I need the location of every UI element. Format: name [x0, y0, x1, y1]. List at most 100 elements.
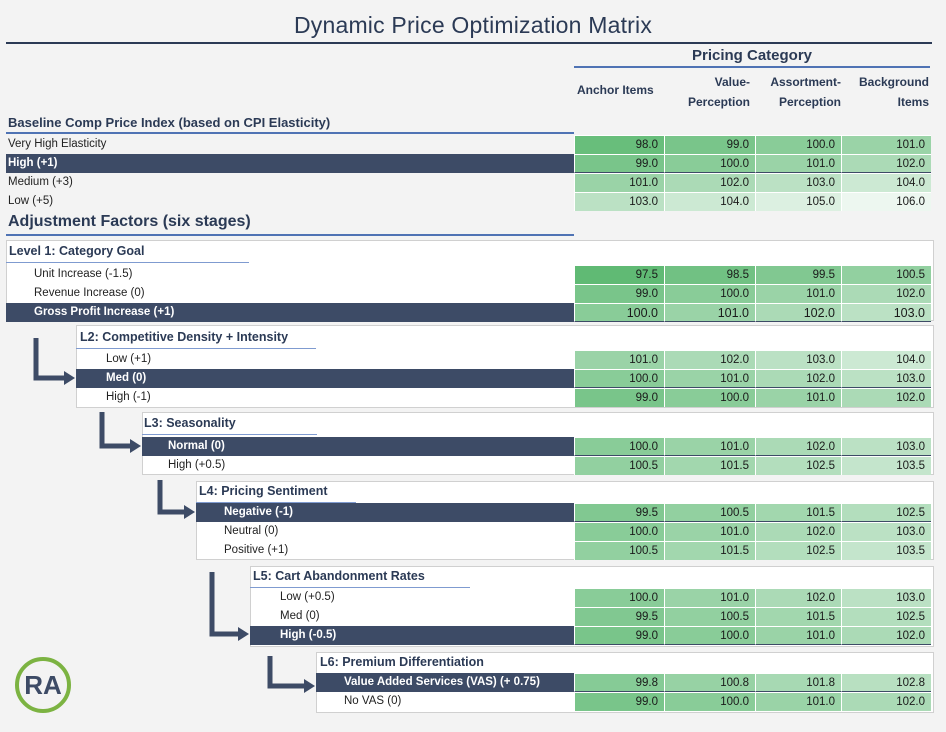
baseline-heading: Baseline Comp Price Index (based on CPI …	[8, 115, 331, 130]
row-label: Low (+5)	[8, 195, 54, 207]
value-cell: 103.0	[574, 192, 664, 211]
value-cell: 99.8	[574, 673, 664, 692]
value-cell: 101.0	[755, 284, 841, 303]
selected-row: High (+1)	[6, 154, 574, 173]
selected-row: Negative (-1)	[196, 503, 574, 522]
matrix-row: Medium (+3)	[6, 173, 574, 192]
column-header-line: Perception	[687, 95, 750, 109]
matrix-row: Unit Increase (-1.5)	[6, 265, 574, 284]
value-cell: 103.0	[755, 173, 841, 192]
value-cell: 103.5	[841, 456, 931, 475]
column-header: Background Items	[841, 72, 929, 112]
column-header-line: Background	[858, 75, 929, 89]
level-heading: L2: Competitive Density + Intensity	[80, 330, 289, 344]
row-label: Value Added Services (VAS) (+ 0.75)	[344, 676, 540, 688]
value-cell: 101.0	[841, 135, 931, 154]
value-cell: 101.0	[664, 303, 755, 322]
adjustment-heading: Adjustment Factors (six stages)	[8, 213, 251, 230]
value-cell: 101.0	[664, 588, 755, 607]
value-cell: 101.5	[664, 456, 755, 475]
level-heading: L4: Pricing Sentiment	[199, 484, 328, 498]
value-cell: 100.0	[664, 692, 755, 711]
page-title: Dynamic Price Optimization Matrix	[293, 12, 653, 38]
value-cell: 103.0	[841, 522, 931, 541]
value-cell: 101.0	[755, 626, 841, 645]
value-cell: 100.5	[841, 265, 931, 284]
row-label: No VAS (0)	[344, 695, 402, 707]
value-cell: 101.8	[755, 673, 841, 692]
value-cell: 102.5	[841, 607, 931, 626]
adjustment-rule	[6, 234, 574, 236]
value-cell: 99.5	[574, 607, 664, 626]
value-cell: 103.0	[841, 369, 931, 388]
baseline-rule	[6, 132, 574, 134]
value-cell: 103.0	[755, 350, 841, 369]
svg-text:RA: RA	[24, 670, 62, 700]
value-cell: 99.0	[664, 135, 755, 154]
row-label: Low (+1)	[106, 353, 152, 365]
value-cell: 100.5	[664, 503, 755, 522]
row-label: Low (+0.5)	[280, 591, 335, 603]
matrix-row: Revenue Increase (0)	[6, 284, 574, 303]
value-cell: 102.0	[841, 626, 931, 645]
row-label: High (-0.5)	[280, 629, 337, 641]
matrix-row: Positive (+1)	[196, 541, 574, 560]
row-label: High (+1)	[8, 157, 58, 169]
pricing-category-label: Pricing Category	[691, 47, 813, 64]
value-cell: 102.0	[755, 588, 841, 607]
value-cell: 102.8	[841, 673, 931, 692]
level-heading-rule	[76, 348, 316, 349]
value-cell: 100.0	[574, 437, 664, 456]
column-header-line: Perception	[778, 95, 841, 109]
column-header-line: Assortment-	[770, 75, 841, 89]
value-cell: 99.0	[574, 692, 664, 711]
level-heading: Level 1: Category Goal	[9, 244, 145, 258]
row-label: Very High Elasticity	[8, 138, 107, 150]
value-cell: 100.0	[664, 388, 755, 407]
value-cell: 99.5	[574, 503, 664, 522]
value-cell: 98.0	[574, 135, 664, 154]
row-label: Medium (+3)	[8, 176, 73, 188]
matrix-row: High (+0.5)	[142, 456, 574, 475]
value-cell: 104.0	[841, 173, 931, 192]
selected-row: Med (0)	[76, 369, 574, 388]
value-cell: 98.5	[664, 265, 755, 284]
column-header-line: Anchor Items	[577, 83, 654, 97]
row-label: Revenue Increase (0)	[34, 287, 145, 299]
value-cell: 104.0	[841, 350, 931, 369]
ra-logo: RA	[15, 657, 71, 713]
value-cell: 100.0	[755, 135, 841, 154]
matrix-row: Low (+0.5)	[250, 588, 574, 607]
value-cell: 101.0	[755, 154, 841, 173]
column-header: Anchor Items	[577, 80, 667, 100]
value-cell: 97.5	[574, 265, 664, 284]
matrix-row: Low (+5)	[6, 192, 574, 211]
value-cell: 102.0	[841, 388, 931, 407]
value-cell: 100.5	[574, 541, 664, 560]
matrix-row: No VAS (0)	[316, 692, 574, 711]
column-header: Value- Perception	[664, 72, 750, 112]
value-cell: 103.5	[841, 541, 931, 560]
level-heading-rule	[196, 502, 356, 503]
value-cell: 100.0	[574, 522, 664, 541]
value-cell: 102.0	[755, 369, 841, 388]
row-label: High (+0.5)	[168, 459, 226, 471]
value-cell: 102.5	[841, 503, 931, 522]
value-cell: 100.0	[574, 369, 664, 388]
value-cell: 101.0	[755, 388, 841, 407]
level-heading-rule	[250, 587, 470, 588]
row-label: High (-1)	[106, 391, 151, 403]
row-label: Positive (+1)	[224, 544, 289, 556]
row-label: Normal (0)	[168, 440, 225, 452]
value-cell: 103.0	[841, 437, 931, 456]
row-label: Med (0)	[106, 372, 147, 384]
value-cell: 106.0	[841, 192, 931, 211]
value-cell: 100.8	[664, 673, 755, 692]
row-label: Neutral (0)	[224, 525, 279, 537]
column-header-line: Value-	[714, 75, 750, 89]
value-cell: 101.0	[664, 522, 755, 541]
value-cell: 102.0	[841, 692, 931, 711]
matrix-row: Very High Elasticity	[6, 135, 574, 154]
matrix-row: High (-1)	[76, 388, 574, 407]
value-cell: 103.0	[841, 303, 931, 322]
